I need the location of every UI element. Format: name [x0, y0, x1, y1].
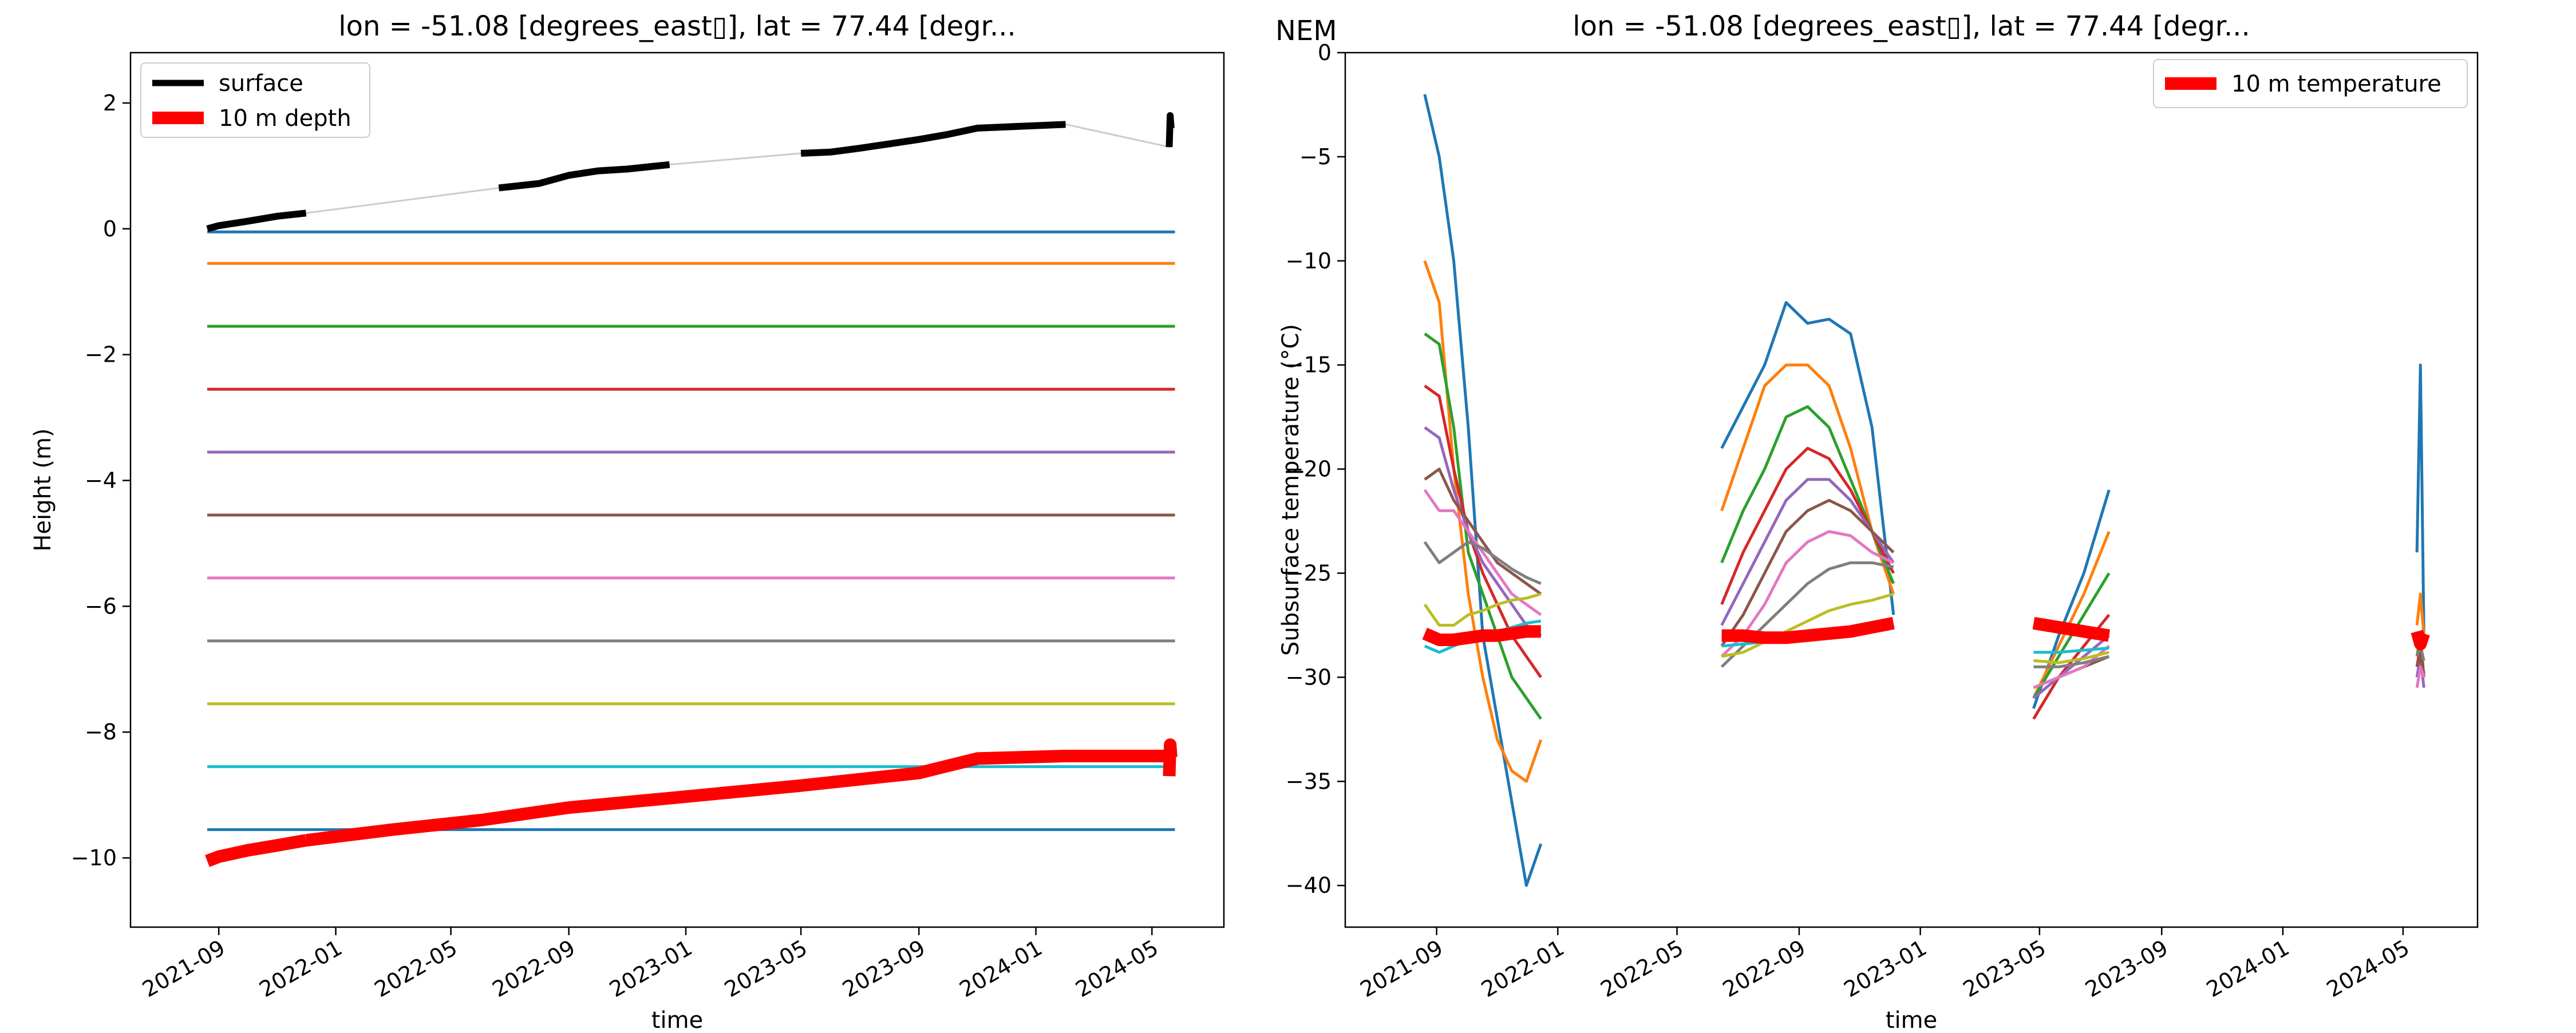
legend-left: surface 10 m depth — [140, 62, 370, 138]
temperature-panel: 2021-09 2022-01 2022-05 2022-09 2023-01 2023-… — [1275, 10, 2479, 1033]
temp-depth-9-period-2 — [2033, 647, 2109, 654]
y-tick-label-right-3: −25 — [1286, 561, 1332, 586]
chart-title-left: lon = -51.08 [degrees_east▯], lat = 77.4… — [338, 10, 1016, 42]
temp-depth-2-period-1 — [1720, 405, 1895, 584]
temp-depth-5-period-0 — [1424, 468, 1542, 595]
surface-segment-3 — [1165, 112, 1175, 148]
temp-depth-0-period-3 — [2415, 363, 2425, 636]
x-tick-label-left-6: 2023-09 — [838, 935, 930, 1002]
x-axis-label-right: time — [1886, 1007, 1937, 1030]
legend-right: 10 m temperature — [2153, 59, 2468, 108]
y-tick-label-left-5: 0 — [103, 216, 117, 242]
plot-frame-right — [1344, 52, 2479, 928]
y-tick-label-right-2: −30 — [1286, 664, 1332, 690]
temp-depth-10-period-3 — [2411, 630, 2430, 651]
depth-10m-segment-0 — [205, 834, 307, 867]
x-tick-label-right-4: 2023-01 — [1840, 935, 1931, 1002]
temp-depth-1-period-1 — [1720, 363, 1895, 595]
surface-segment-0 — [206, 209, 307, 232]
y-tick-label-right-6: −10 — [1286, 248, 1332, 274]
x-tick-label-left-4: 2023-01 — [605, 935, 697, 1002]
temp-depth-10-period-1 — [1721, 617, 1895, 644]
temp-depth-7-period-2 — [2033, 655, 2109, 668]
legend-label-surface: surface — [219, 70, 303, 97]
x-tick-label-left-2: 2022-05 — [370, 935, 462, 1002]
temp-depth-6-period-1 — [1720, 530, 1894, 658]
x-tick-label-right-5: 2023-05 — [1959, 935, 2050, 1002]
x-tick-label-right-6: 2023-09 — [2081, 935, 2172, 1002]
y-tick-label-right-8: 0 — [1318, 40, 1332, 65]
temp-depth-1-period-0 — [1423, 260, 1543, 783]
temp-depth-3-period-1 — [1720, 446, 1895, 605]
y-axis-left: −10 −8 −6 −4 −2 0 2 — [71, 90, 131, 870]
x-tick-label-left-8: 2024-05 — [1071, 935, 1163, 1002]
x-axis-right: 2021-09 2022-01 2022-05 2022-09 2023-01 2023-… — [1356, 927, 2414, 1002]
y-tick-label-left-4: −2 — [85, 342, 117, 367]
x-axis-label-left: time — [651, 1007, 703, 1030]
chart-title-right: lon = -51.08 [degrees_east▯], lat = 77.4… — [1573, 10, 2250, 42]
legend-label-depth: 10 m depth — [219, 105, 351, 132]
y-tick-label-left-2: −6 — [85, 593, 117, 619]
x-tick-label-right-8: 2024-05 — [2322, 935, 2414, 1002]
temp-depth-5-period-3 — [2415, 655, 2425, 674]
temp-depth-6-period-3 — [2415, 665, 2425, 688]
temp-depth-1-period-2 — [2032, 531, 2111, 699]
temp-depth-6-period-0 — [1423, 489, 1542, 616]
temp-depth-0-period-1 — [1720, 301, 1895, 615]
temp-depth-8-period-2 — [2033, 651, 2109, 664]
x-tick-label-right-3: 2022-09 — [1718, 935, 1810, 1002]
y-tick-label-right-4: −20 — [1286, 457, 1332, 482]
y-axis-label-left: Height (m) — [30, 428, 56, 551]
temp-depth-10-period-2 — [2032, 616, 2111, 642]
x-tick-label-right-7: 2024-01 — [2202, 935, 2294, 1002]
y-tick-label-left-1: −8 — [85, 719, 117, 745]
x-tick-label-left-1: 2022-01 — [255, 935, 347, 1002]
y-tick-label-right-0: −40 — [1286, 873, 1332, 898]
y-axis-label-right: Subsurface temperature (°C) — [1278, 324, 1304, 656]
x-tick-label-left-7: 2024-01 — [955, 935, 1047, 1002]
depth-10m-segment-1 — [305, 749, 1170, 847]
station-label: NEM — [1275, 15, 1337, 47]
plot-frame-left — [129, 52, 1225, 928]
y-axis-right: −40 −35 −30 −25 −20 −15 −10 −5 0 — [1286, 40, 1345, 898]
temp-depth-1-period-3 — [2415, 592, 2425, 636]
x-tick-label-right-2: 2022-05 — [1597, 935, 1688, 1002]
x-tick-label-right-1: 2022-01 — [1477, 935, 1568, 1002]
surface-segment-1 — [498, 161, 670, 192]
temp-depth-7-period-0 — [1423, 540, 1542, 585]
temp-depth-10-period-0 — [1422, 625, 1541, 646]
temp-depth-4-period-1 — [1720, 478, 1895, 626]
height-panel: 2021-09 2022-01 2022-05 2022-09 2023-01 2023-… — [30, 10, 1225, 1033]
legend-box-right — [2153, 59, 2468, 108]
x-tick-label-left-3: 2022-09 — [488, 935, 580, 1002]
temperature-series — [1422, 94, 2430, 887]
x-tick-label-left-5: 2023-05 — [720, 935, 812, 1002]
x-tick-label-left-0: 2021-09 — [138, 935, 230, 1002]
temp-depth-3-period-0 — [1424, 385, 1542, 678]
temp-depth-5-period-1 — [1720, 498, 1895, 647]
temp-depth-4-period-2 — [2032, 634, 2110, 699]
temp-depth-4-period-0 — [1424, 426, 1542, 637]
y-tick-label-right-7: −5 — [1299, 144, 1332, 169]
y-tick-label-right-5: −15 — [1286, 353, 1332, 378]
temp-depth-8-period-0 — [1423, 592, 1542, 627]
y-tick-label-left-0: −10 — [71, 845, 117, 870]
legend-label-10m-temperature: 10 m temperature — [2231, 71, 2441, 97]
y-tick-label-left-6: 2 — [103, 90, 117, 116]
x-tick-label-right-0: 2021-09 — [1356, 935, 1448, 1002]
temp-depth-2-period-0 — [1424, 333, 1542, 720]
height-series — [205, 112, 1178, 867]
x-axis-left: 2021-09 2022-01 2022-05 2022-09 2023-01 2023-… — [138, 927, 1163, 1002]
depth-10m-segment-2 — [1163, 738, 1178, 777]
y-tick-label-right-1: −35 — [1286, 769, 1332, 794]
surface-segment-2 — [800, 121, 1066, 157]
temp-depth-8-period-1 — [1721, 592, 1894, 658]
y-tick-label-left-3: −4 — [85, 468, 117, 493]
